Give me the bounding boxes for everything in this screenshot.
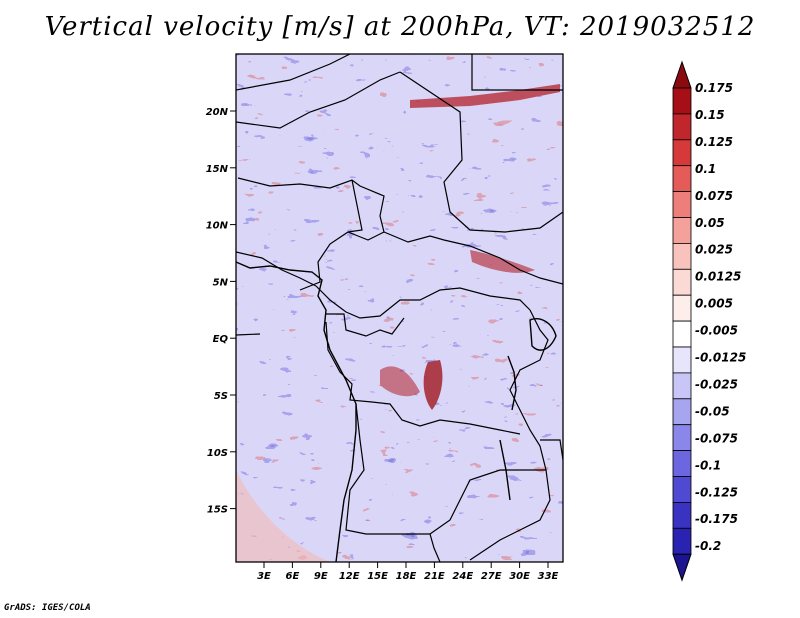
velocity-field (236, 54, 563, 562)
colorbar-top-arrow (672, 60, 692, 89)
colorbar-label: 0.125 (695, 135, 733, 149)
lon-tick-label: 30E (509, 571, 530, 582)
colorbar-segment (672, 450, 692, 477)
latitude-axis: 20N 15N 10N 5N EQ 5S 10S 15S (206, 107, 236, 516)
colorbar-segment (672, 476, 692, 503)
colorbar-segment (672, 372, 692, 400)
lon-tick-label: 18E (396, 571, 417, 582)
lon-tick-label: 6E (286, 571, 300, 582)
colorbar-label: 0.005 (695, 297, 733, 311)
colorbar-segment (672, 268, 692, 296)
lat-tick-label: 15N (206, 164, 229, 175)
map-frame (235, 53, 564, 563)
colorbar-label: 0.05 (695, 216, 725, 230)
colorbar-label: -0.175 (695, 512, 738, 526)
colorbar-segment (672, 165, 692, 192)
colorbar-label: 0.175 (695, 81, 733, 95)
chart-title: Vertical velocity [m/s] at 200hPa, VT: 2… (44, 12, 756, 42)
lon-tick-label: 9E (314, 571, 328, 582)
colorbar-segment (672, 501, 692, 529)
lat-tick-label: EQ (213, 334, 229, 345)
colorbar-segment (672, 113, 692, 141)
grads-footer: GrADS: IGES/COLA (4, 603, 91, 613)
colorbar-label: 0.0125 (695, 270, 741, 284)
colorbar-label: -0.05 (695, 404, 730, 418)
colorbar-segment (672, 217, 692, 244)
colorbar-segment (672, 87, 692, 115)
lat-tick-label: 5N (213, 277, 229, 288)
longitude-axis: 3E 6E 9E 12E 15E 18E 21E 24E 27E 30E 33E (257, 562, 559, 582)
colorbar-label: -0.025 (695, 377, 738, 391)
colorbar-segment (672, 424, 692, 452)
colorbar: 0.175 0.15 0.125 0.1 0.075 0.05 0.025 0.0125 0.0… (672, 60, 746, 582)
lat-tick-label: 10S (207, 448, 228, 459)
colorbar-segment (672, 527, 692, 555)
colorbar-label: -0.075 (695, 431, 738, 445)
colorbar-segment (672, 320, 692, 348)
colorbar-segment (672, 191, 692, 218)
lon-tick-label: 21E (424, 571, 445, 582)
lon-tick-label: 3E (257, 571, 271, 582)
colorbar-label: -0.1 (695, 458, 721, 472)
colorbar-label: -0.2 (695, 539, 721, 553)
country-borders (236, 54, 563, 562)
colorbar-segment (672, 139, 692, 167)
colorbar-segment (672, 294, 692, 322)
colorbar-label: -0.005 (695, 324, 738, 338)
colorbar-label: 0.025 (695, 243, 733, 257)
colorbar-label: -0.0125 (695, 351, 746, 365)
lat-tick-label: 15S (207, 505, 228, 516)
lon-tick-label: 24E (452, 571, 473, 582)
colorbar-segment (672, 346, 692, 374)
colorbar-label: 0.075 (695, 189, 733, 203)
lat-tick-label: 5S (214, 391, 228, 402)
lon-tick-label: 15E (367, 571, 388, 582)
lat-tick-label: 10N (206, 221, 229, 232)
colorbar-segment (672, 242, 692, 270)
lat-tick-label: 20N (206, 107, 229, 118)
colorbar-segment (672, 398, 692, 426)
colorbar-label: -0.125 (695, 485, 738, 499)
lon-tick-label: 12E (339, 571, 360, 582)
lon-tick-label: 27E (481, 571, 502, 582)
colorbar-label: 0.15 (695, 108, 725, 122)
coastline (236, 261, 557, 562)
colorbar-bottom-arrow (672, 553, 692, 582)
lon-tick-label: 33E (538, 571, 559, 582)
colorbar-label: 0.1 (695, 162, 716, 176)
